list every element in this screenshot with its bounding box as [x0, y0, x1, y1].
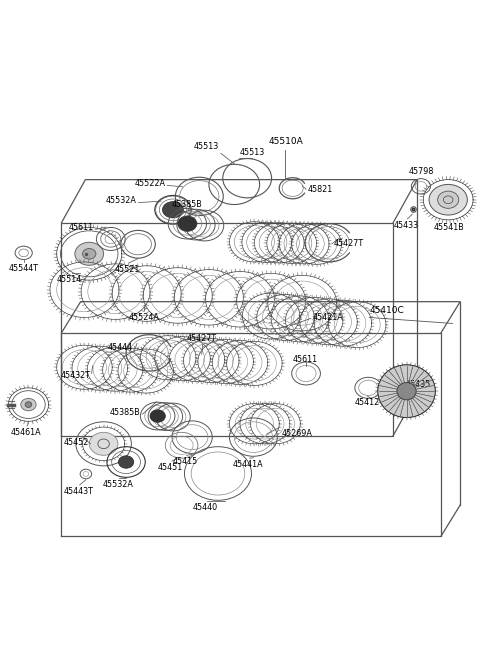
Text: 45443T: 45443T — [63, 487, 93, 496]
Text: 45435: 45435 — [406, 380, 432, 389]
Text: 45821: 45821 — [308, 185, 333, 194]
Ellipse shape — [25, 401, 32, 407]
Ellipse shape — [397, 382, 416, 400]
Text: 45385B: 45385B — [172, 200, 203, 209]
Text: 45532A: 45532A — [106, 196, 137, 205]
Text: 45798: 45798 — [408, 167, 433, 176]
Text: 45541B: 45541B — [434, 222, 465, 232]
Text: 45452: 45452 — [63, 438, 89, 447]
Text: 45524A: 45524A — [129, 313, 160, 322]
Text: 45461A: 45461A — [10, 428, 41, 437]
Ellipse shape — [89, 432, 118, 455]
Text: 45427T: 45427T — [334, 239, 364, 248]
Ellipse shape — [119, 456, 134, 468]
Text: 45611: 45611 — [69, 223, 94, 232]
Text: 45432T: 45432T — [60, 371, 91, 380]
Text: 45410C: 45410C — [369, 306, 404, 315]
Text: 45521: 45521 — [114, 265, 140, 274]
Text: 45514: 45514 — [57, 276, 82, 284]
Ellipse shape — [162, 201, 183, 218]
Text: 45544T: 45544T — [9, 264, 39, 273]
Text: 45269A: 45269A — [281, 428, 312, 438]
Text: 45385B: 45385B — [110, 408, 141, 417]
Text: 45433: 45433 — [394, 221, 419, 230]
Ellipse shape — [150, 410, 165, 422]
Ellipse shape — [21, 398, 36, 411]
Text: 45440: 45440 — [193, 503, 218, 512]
Text: 45441A: 45441A — [232, 460, 263, 469]
Ellipse shape — [378, 365, 435, 417]
Text: 45415: 45415 — [172, 457, 198, 466]
Ellipse shape — [75, 242, 104, 265]
Text: 45522A: 45522A — [134, 179, 165, 188]
Text: 45513: 45513 — [240, 148, 265, 157]
Text: 45421A: 45421A — [313, 313, 344, 322]
Text: 45451: 45451 — [158, 463, 183, 472]
Text: 45412: 45412 — [355, 398, 380, 407]
Text: 45427T: 45427T — [187, 334, 217, 343]
Ellipse shape — [178, 216, 197, 232]
Ellipse shape — [429, 184, 468, 215]
Text: 45510A: 45510A — [268, 137, 303, 146]
Ellipse shape — [83, 249, 96, 259]
Text: 45444: 45444 — [108, 343, 133, 352]
Text: 45532A: 45532A — [103, 480, 133, 489]
Ellipse shape — [438, 191, 459, 209]
Text: 45513: 45513 — [194, 142, 219, 152]
Text: 45611: 45611 — [292, 356, 318, 364]
